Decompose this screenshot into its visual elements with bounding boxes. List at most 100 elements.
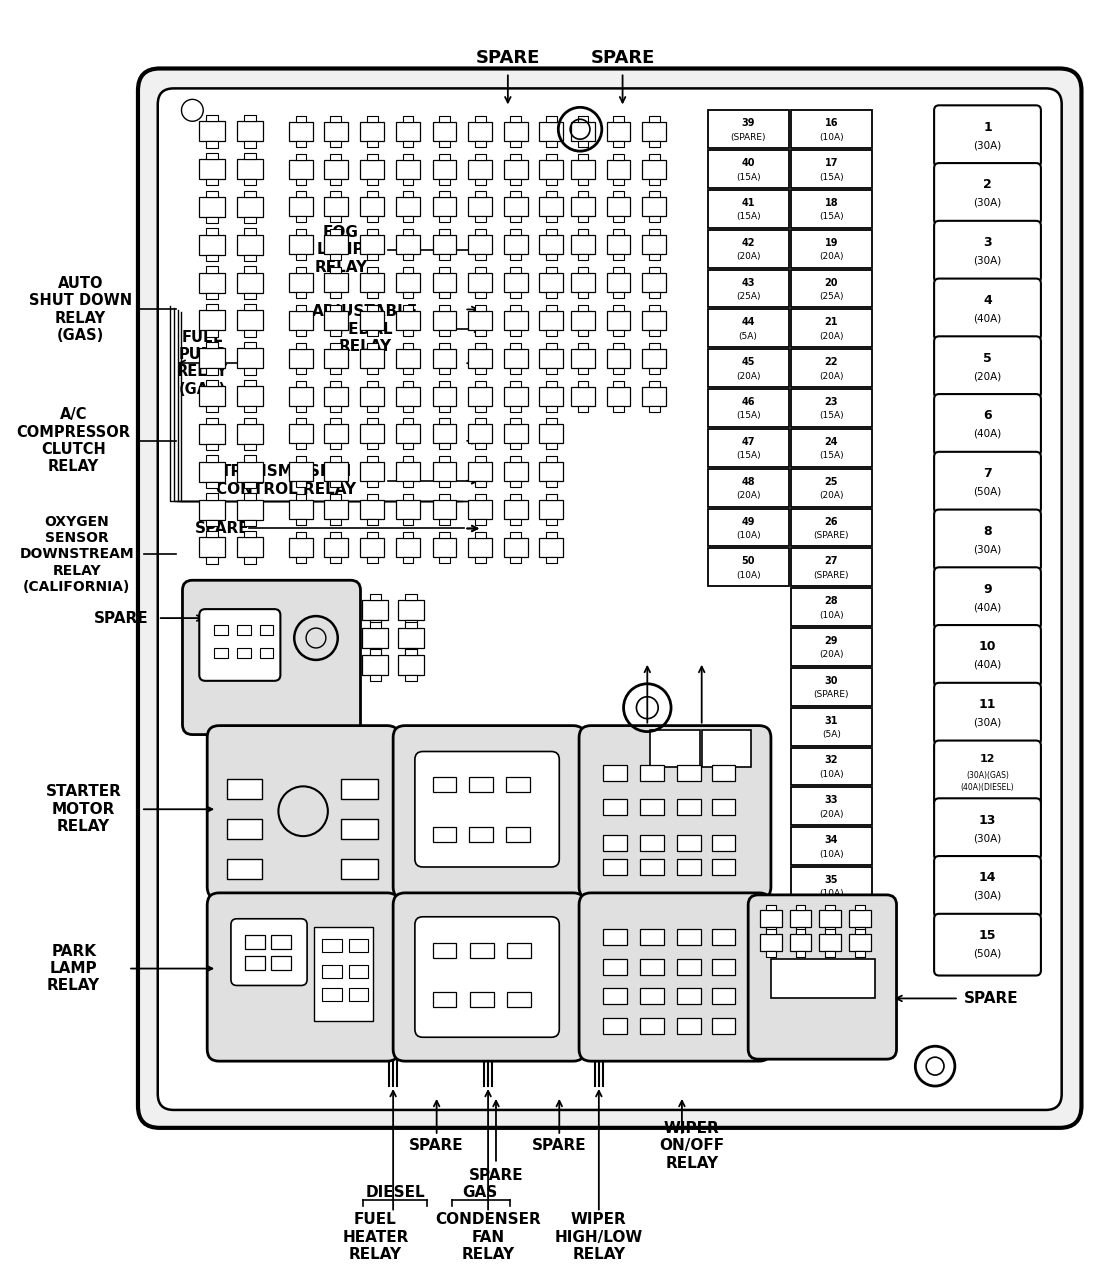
Text: 5: 5 [983, 352, 992, 365]
Text: (15A): (15A) [735, 212, 761, 221]
Text: FUEL
HEATER
RELAY: FUEL HEATER RELAY [342, 1212, 408, 1262]
Text: SPARE: SPARE [409, 1138, 463, 1154]
Bar [577, 191, 588, 198]
Bar [708, 509, 789, 546]
Bar [546, 217, 556, 222]
Bar [711, 1018, 735, 1035]
Text: 50: 50 [741, 556, 755, 567]
Bar [468, 198, 492, 217]
Text: (30A): (30A) [973, 717, 1002, 727]
Bar [791, 509, 872, 546]
Bar [367, 153, 378, 160]
Text: SPARE: SPARE [94, 611, 148, 625]
Text: (20A): (20A) [735, 491, 761, 500]
Bar [614, 179, 624, 185]
Bar [361, 462, 384, 481]
Bar [546, 292, 556, 299]
Bar [331, 419, 341, 425]
Bar [577, 179, 588, 185]
Bar [244, 228, 255, 235]
Text: TRANSMISSION
CONTROL RELAY: TRANSMISSION CONTROL RELAY [217, 464, 356, 496]
Bar [331, 494, 341, 500]
Bar [244, 369, 255, 375]
Text: 46: 46 [741, 397, 755, 407]
Bar [701, 730, 751, 767]
Text: 38: 38 [824, 994, 838, 1004]
Bar [677, 835, 701, 851]
Bar [511, 494, 521, 500]
Bar [511, 230, 521, 235]
Bar [820, 910, 842, 928]
Bar [708, 269, 789, 308]
Bar [649, 153, 659, 160]
Bar [237, 160, 262, 179]
Bar [403, 367, 414, 374]
Bar [474, 532, 486, 538]
Bar [403, 179, 414, 185]
Bar [295, 406, 306, 412]
Bar [677, 929, 701, 944]
Bar [474, 457, 486, 462]
Bar [474, 481, 486, 487]
Bar [468, 538, 492, 556]
Bar [540, 348, 563, 367]
Bar [571, 160, 595, 179]
Bar [603, 766, 626, 781]
Bar [546, 179, 556, 185]
Text: 33: 33 [824, 795, 838, 805]
Bar [227, 859, 262, 879]
Text: 37: 37 [824, 954, 838, 965]
Bar [540, 235, 563, 254]
Bar [649, 191, 659, 198]
Text: (SPARE): (SPARE) [730, 133, 766, 142]
Bar [439, 116, 450, 121]
Text: (20A): (20A) [735, 253, 761, 262]
Bar [470, 943, 494, 957]
Bar [199, 424, 225, 444]
Bar [640, 835, 664, 851]
Bar [367, 443, 378, 449]
Bar [237, 424, 262, 444]
Bar [432, 462, 457, 481]
Text: 12: 12 [980, 754, 995, 764]
Bar [295, 305, 306, 311]
Bar [341, 859, 378, 879]
Bar [504, 425, 528, 443]
Text: 24: 24 [824, 436, 838, 447]
Text: (15A): (15A) [818, 452, 844, 461]
FancyBboxPatch shape [935, 856, 1041, 917]
Text: 44: 44 [741, 318, 755, 328]
Bar [474, 292, 486, 299]
Bar [396, 348, 420, 367]
Text: 45: 45 [741, 357, 755, 367]
Text: 36: 36 [824, 915, 838, 925]
Text: WIPER
HIGH/LOW
RELAY: WIPER HIGH/LOW RELAY [555, 1212, 643, 1262]
Bar [432, 198, 457, 217]
Bar [295, 519, 306, 524]
Bar [237, 310, 262, 330]
Bar [677, 766, 701, 781]
Bar [403, 532, 414, 538]
Text: 27: 27 [824, 556, 838, 567]
Bar [207, 494, 218, 500]
Bar [439, 556, 450, 563]
Bar [290, 348, 313, 367]
Bar [614, 116, 624, 121]
Bar [331, 532, 341, 538]
Bar [295, 267, 306, 273]
Bar [260, 648, 273, 658]
Bar [643, 387, 666, 406]
Bar [363, 628, 388, 648]
Bar [855, 951, 865, 957]
Bar [439, 254, 450, 260]
Bar [403, 140, 414, 147]
Bar [439, 230, 450, 235]
Bar [361, 387, 384, 406]
Text: (10A): (10A) [818, 133, 844, 142]
Bar [649, 217, 659, 222]
Bar [199, 387, 225, 406]
Bar [322, 989, 342, 1002]
Bar [603, 799, 626, 815]
Bar [614, 153, 624, 160]
FancyBboxPatch shape [935, 221, 1041, 282]
